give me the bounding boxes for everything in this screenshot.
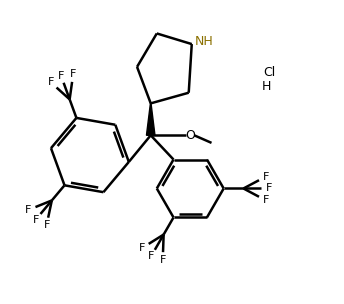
- Text: F: F: [148, 251, 154, 261]
- Text: F: F: [262, 172, 269, 181]
- Text: F: F: [25, 205, 32, 215]
- Text: O: O: [185, 129, 195, 142]
- Text: F: F: [43, 220, 50, 230]
- Text: Cl: Cl: [263, 67, 276, 79]
- Text: F: F: [160, 255, 166, 265]
- Text: F: F: [266, 184, 272, 193]
- Text: F: F: [58, 71, 64, 81]
- Polygon shape: [147, 103, 155, 135]
- Text: F: F: [262, 195, 269, 205]
- Text: F: F: [139, 243, 146, 253]
- Text: F: F: [32, 215, 39, 225]
- Text: F: F: [70, 69, 76, 79]
- Text: H: H: [262, 80, 271, 93]
- Text: NH: NH: [195, 35, 214, 47]
- Text: F: F: [48, 78, 54, 88]
